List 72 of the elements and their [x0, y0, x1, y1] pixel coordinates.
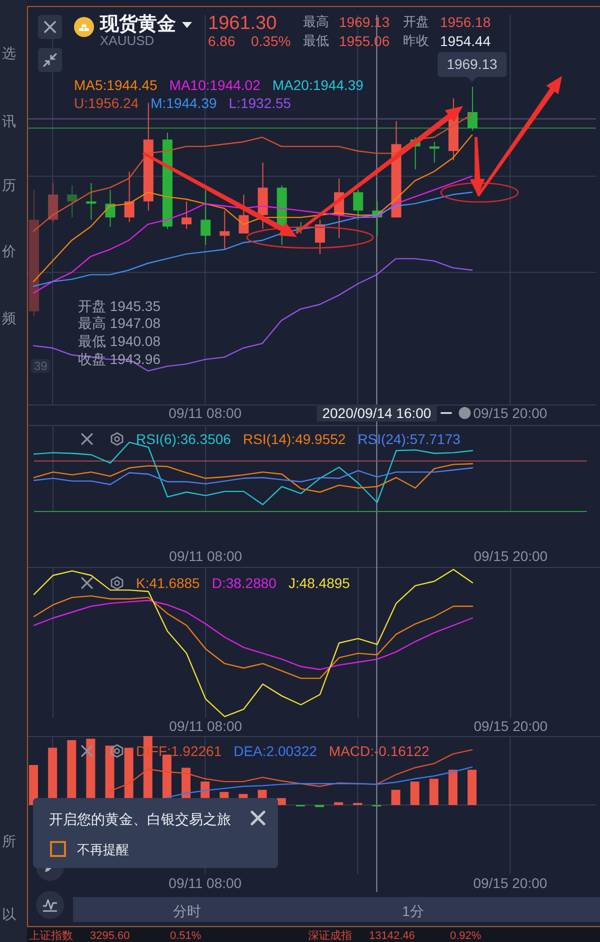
candlestick	[353, 189, 364, 220]
text: 3295.60	[90, 930, 130, 942]
bar	[468, 770, 477, 805]
text: 1969.13	[438, 52, 506, 77]
series-label: K:41.6885	[136, 574, 200, 592]
annotation: 开盘 1945.35	[78, 298, 160, 314]
text: 最低	[303, 33, 329, 49]
x-tick-label: 09/11 08:00	[168, 405, 242, 421]
annotation: 最高 1947.08	[78, 315, 160, 332]
bar	[410, 782, 420, 805]
candlestick	[468, 86, 478, 131]
text: 1956.18	[440, 14, 491, 30]
text: 6.86	[208, 32, 236, 50]
x-tick-label: 09/15 20:00	[473, 718, 548, 734]
text: 1969.13	[339, 14, 390, 30]
text: 价	[2, 242, 16, 260]
x-tick-label: 09/11 08:00	[168, 548, 242, 564]
x-tick-label: 09/11 08:00	[168, 718, 242, 734]
bar	[276, 798, 286, 805]
text: J:48.4895	[288, 574, 350, 592]
series-label: RSI(14):49.9552	[242, 430, 346, 448]
text: 0.92%	[450, 930, 482, 942]
text: D:38.2880	[212, 574, 276, 592]
text: 开启您的黄金、白银交易之旅	[49, 810, 231, 828]
text: 深证成指	[308, 930, 352, 942]
text: 上证指数	[29, 930, 73, 942]
series-label: DEA:2.00322	[234, 742, 317, 760]
text: 1955.06	[339, 32, 390, 50]
text: 讯	[2, 112, 16, 130]
candlestick	[105, 189, 116, 228]
text: L:1932.55	[228, 94, 292, 112]
candlestick	[67, 184, 78, 218]
x-tick-label: 09/15 20:00	[473, 875, 548, 891]
text: MA5:1944.45	[74, 76, 158, 94]
candlestick	[200, 189, 211, 246]
text: 0.35%	[251, 32, 291, 50]
text: 选	[2, 44, 16, 62]
text: 最低 1940.08	[78, 332, 160, 350]
chart-title: 现货黄金	[100, 14, 176, 36]
x-tick-label: 09/11 08:00	[168, 875, 242, 891]
text: 13142.46	[369, 930, 415, 942]
bar	[334, 802, 344, 805]
text: U:1956.24	[74, 94, 139, 112]
text: 历	[2, 176, 16, 194]
series-label: MACD:-0.16122	[328, 742, 430, 760]
text: 0.51%	[170, 930, 202, 942]
text: 分时	[173, 902, 201, 920]
text: 所	[2, 832, 16, 850]
bar	[429, 778, 438, 805]
series-label: RSI(6):36.3506	[136, 430, 231, 448]
text: 最高	[303, 14, 329, 30]
x-tick-label: 09/15 20:00	[473, 405, 548, 421]
chart-subtitle: XAUUSD	[100, 33, 154, 49]
candlestick	[220, 210, 230, 250]
bar	[29, 764, 38, 805]
text: MA10:1944.02	[169, 76, 260, 94]
text: 不再提醒	[77, 842, 129, 858]
text: 1954.44	[440, 32, 491, 50]
text: 1分	[402, 902, 424, 920]
x-tick-label: 09/15 20:00	[473, 548, 548, 564]
bar	[391, 790, 400, 805]
x-tick-label: 2020/09/14 16:00	[322, 405, 432, 421]
candlestick	[182, 200, 192, 230]
candlestick	[124, 171, 134, 223]
legend-label: MA20:1944.39	[272, 76, 364, 94]
text: 开盘	[403, 14, 429, 30]
text: M:1944.39	[150, 94, 217, 112]
text: 以	[2, 906, 16, 922]
text: 频	[2, 310, 16, 326]
text: 1961.30	[208, 12, 277, 36]
text: 昨收	[403, 33, 429, 49]
bar	[448, 770, 458, 805]
